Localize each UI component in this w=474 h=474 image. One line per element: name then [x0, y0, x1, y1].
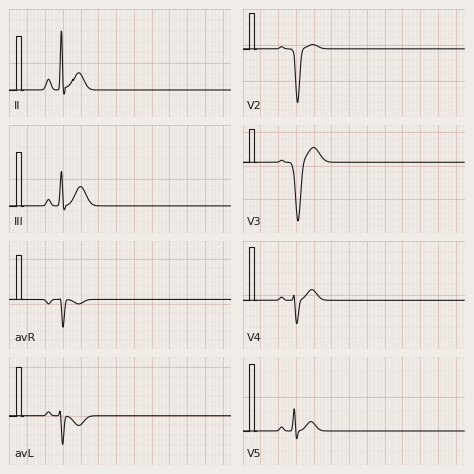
Text: V3: V3: [247, 218, 262, 228]
Text: avR: avR: [14, 333, 35, 343]
Text: III: III: [14, 218, 24, 228]
Text: II: II: [14, 101, 20, 111]
Text: avL: avL: [14, 449, 34, 459]
Text: V4: V4: [247, 333, 262, 343]
Text: V2: V2: [247, 101, 262, 111]
Text: V5: V5: [247, 449, 262, 459]
